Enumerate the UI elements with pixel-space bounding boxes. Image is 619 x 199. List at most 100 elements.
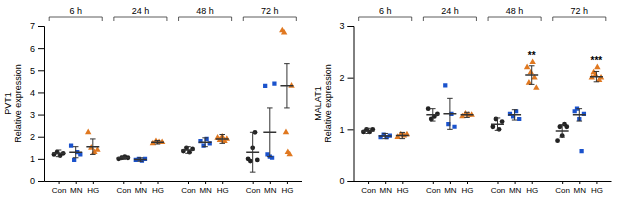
category-label: 72 h: [261, 6, 279, 16]
x-tick: MN: [379, 181, 392, 195]
tick-mark: [38, 92, 44, 93]
mean-bar: [426, 114, 439, 116]
tick-mark: [76, 181, 77, 184]
y-title: MALAT1: [313, 86, 323, 120]
tick-label: 0: [339, 176, 344, 186]
axis-line: [38, 27, 45, 182]
tick-mark: [38, 181, 44, 182]
tick-label: Con: [246, 186, 261, 195]
tick-label: 3: [30, 110, 35, 120]
tick-mark: [222, 181, 223, 184]
tick-label: HG: [217, 186, 229, 195]
tick-mark: [562, 181, 563, 184]
tick-label: 6: [30, 44, 35, 54]
y-title: PVT1: [3, 92, 13, 115]
tick-label: 5: [30, 66, 35, 76]
x-tick: HG: [462, 181, 474, 195]
y-tick: 3: [30, 110, 44, 120]
mean-bar: [362, 130, 375, 132]
category-label: 24 h: [132, 6, 150, 16]
tick-mark: [596, 181, 597, 184]
mean-bar: [69, 151, 82, 153]
tick-mark: [348, 181, 354, 182]
x-tick: Con: [181, 181, 196, 195]
marks: [361, 58, 604, 153]
tick-label: HG: [152, 186, 164, 195]
tick-label: MN: [509, 186, 522, 195]
point: [224, 135, 230, 141]
tick-mark: [532, 181, 533, 184]
tick-mark: [433, 181, 434, 184]
point: [579, 149, 583, 153]
x-tick: HG: [526, 181, 538, 195]
tick-mark: [38, 137, 44, 138]
annotation: **: [528, 50, 536, 61]
tick-label: 0: [30, 176, 35, 186]
point: [490, 124, 495, 129]
tick-mark: [385, 181, 386, 184]
y-tick: 1: [339, 125, 353, 135]
tick-label: HG: [591, 186, 603, 195]
x-tick: Con: [426, 181, 441, 195]
x-tick: HG: [217, 181, 229, 195]
category-label: 48 h: [196, 6, 214, 16]
tick-label: 2: [30, 132, 35, 142]
mean-bar: [117, 157, 130, 159]
x-tick: HG: [397, 181, 409, 195]
tick-label: 4: [30, 88, 35, 98]
tick-label: 3: [339, 21, 344, 31]
category-label: 24 h: [441, 6, 459, 16]
bracket: [114, 17, 167, 21]
category-label: 72 h: [571, 6, 589, 16]
panel: 0123ConMNHGConMNHGConMNHGConMNHGMALAT1Re…: [313, 6, 612, 195]
tick-mark: [270, 181, 271, 184]
y-tick: 0: [30, 176, 44, 186]
y-tick: 6: [30, 44, 44, 54]
tick-mark: [579, 181, 580, 184]
marks: [52, 27, 295, 172]
mean-bar: [134, 159, 147, 161]
tick-mark: [450, 181, 451, 184]
tick-mark: [38, 26, 44, 27]
x-tick: HG: [152, 181, 164, 195]
y-label: Relative expression: [323, 64, 333, 143]
mean-bar: [590, 76, 603, 78]
point: [426, 106, 431, 111]
bracket: [488, 17, 541, 21]
axis-line: [45, 181, 303, 182]
tick-label: MN: [379, 186, 392, 195]
y-label: Relative expression: [13, 64, 23, 143]
point: [452, 125, 456, 129]
y-tick: 3: [339, 21, 353, 31]
annotation: ***: [591, 55, 603, 66]
mean-bar: [86, 146, 99, 148]
mean-bar: [199, 142, 212, 144]
tick-mark: [38, 48, 44, 49]
category-label: 48 h: [506, 6, 524, 16]
tick-mark: [402, 181, 403, 184]
chart-root: 01234567ConMNHGConMNHGConMNHGConMNHGPVT1…: [0, 0, 619, 199]
tick-label: HG: [397, 186, 409, 195]
tick-mark: [467, 181, 468, 184]
tick-mark: [123, 181, 124, 184]
point: [159, 139, 165, 145]
tick-mark: [348, 78, 354, 79]
tick-label: Con: [116, 186, 131, 195]
tick-label: 1: [30, 154, 35, 164]
mean-bar: [556, 130, 569, 132]
bracket: [243, 17, 296, 21]
tick-mark: [158, 181, 159, 184]
point: [255, 158, 260, 163]
point: [288, 82, 294, 88]
mean-bar: [573, 114, 586, 116]
tick-label: HG: [462, 186, 474, 195]
x-tick: MN: [444, 181, 457, 195]
tick-label: MN: [264, 186, 277, 195]
point: [281, 29, 287, 35]
mean-bar: [443, 113, 456, 115]
point: [248, 159, 253, 164]
tick-mark: [515, 181, 516, 184]
axis-line: [348, 27, 355, 182]
x-axis: ConMNHGConMNHGConMNHGConMNHG: [361, 181, 603, 195]
mean-bar: [525, 74, 538, 76]
